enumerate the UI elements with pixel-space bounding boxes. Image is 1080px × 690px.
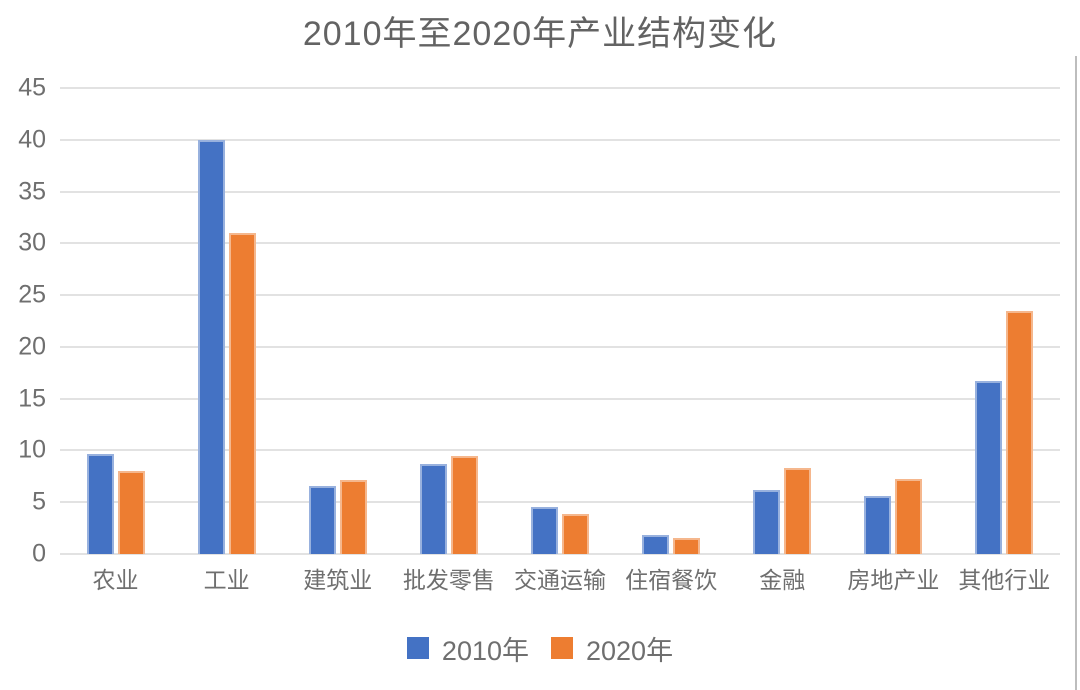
gridline [60, 87, 1060, 89]
bar-2020年-住宿餐饮 [673, 538, 701, 554]
bar-group [504, 88, 615, 554]
bar-2010年-交通运输 [530, 507, 558, 554]
legend-swatch [551, 637, 573, 659]
legend-item-2020年: 2020年 [551, 629, 673, 668]
y-tick-label: 30 [18, 228, 46, 257]
bar-group [616, 88, 727, 554]
gridline [60, 449, 1060, 452]
x-category-label: 房地产业 [847, 567, 940, 593]
y-tick-label: 35 [18, 177, 46, 206]
bar-group [282, 88, 393, 554]
chart-title: 2010年至2020年产业结构变化 [302, 15, 778, 53]
x-category-label: 金融 [759, 567, 806, 593]
bar-group [60, 88, 171, 554]
legend-label: 2020年 [586, 635, 674, 666]
gridline [60, 345, 1060, 348]
y-tick-label: 20 [18, 332, 46, 361]
bar-2020年-建筑业 [339, 480, 367, 554]
bar-2020年-工业 [228, 232, 256, 554]
legend-swatch [406, 637, 429, 659]
bar-2010年-房地产业 [864, 496, 892, 554]
bar-group [727, 88, 838, 554]
y-tick-label: 45 [18, 73, 46, 102]
gridline [60, 242, 1060, 245]
gridline [60, 397, 1060, 400]
gridline [60, 138, 1060, 141]
bar-group [393, 88, 504, 554]
bar-group [171, 88, 282, 554]
y-tick-label: 10 [18, 435, 46, 464]
gridline [60, 294, 1060, 297]
x-category-label: 其他行业 [958, 567, 1051, 593]
bar-2020年-交通运输 [561, 513, 589, 554]
y-tick-label: 15 [18, 384, 46, 413]
legend-item-2010年: 2010年 [406, 629, 529, 668]
legend: 2010年 2020年 [0, 628, 1080, 668]
gridline [60, 190, 1060, 193]
bar-group [949, 88, 1060, 554]
x-category-label: 建筑业 [303, 567, 373, 593]
y-tick-label: 5 [32, 487, 46, 516]
bar-2020年-农业 [117, 471, 145, 554]
x-axis-labels: 农业 工业 建筑业 批发零售 交通运输 住宿餐饮 金融 房地产业 其他行业 [60, 562, 1060, 598]
gridline [60, 501, 1060, 504]
bar-2010年-住宿餐饮 [642, 535, 670, 554]
y-tick-label: 25 [18, 280, 46, 309]
right-border-line [1075, 56, 1077, 690]
bar-2010年-工业 [197, 139, 225, 554]
bar-2010年-建筑业 [308, 485, 336, 554]
x-category-label: 批发零售 [402, 567, 495, 593]
y-axis-labels: 0 5 10 15 20 25 30 35 40 45 [0, 74, 46, 568]
legend-label: 2010年 [441, 635, 529, 666]
bar-2020年-其他行业 [1006, 310, 1034, 554]
x-category-label: 住宿餐饮 [625, 567, 718, 593]
x-category-label: 工业 [203, 567, 250, 593]
bar-2010年-批发零售 [419, 463, 447, 554]
y-tick-label: 40 [18, 125, 46, 154]
bar-group [838, 88, 949, 554]
plot-area [60, 87, 1060, 555]
bar-2020年-房地产业 [895, 479, 923, 554]
x-category-label: 农业 [92, 567, 139, 593]
y-tick-label: 0 [32, 539, 46, 568]
bar-2020年-批发零售 [450, 455, 478, 554]
bar-2020年-金融 [784, 468, 812, 554]
bar-2010年-农业 [86, 453, 114, 554]
bar-2010年-金融 [753, 489, 781, 554]
bar-2010年-其他行业 [975, 381, 1003, 554]
gridline [60, 553, 1060, 555]
x-category-label: 交通运输 [513, 567, 606, 593]
